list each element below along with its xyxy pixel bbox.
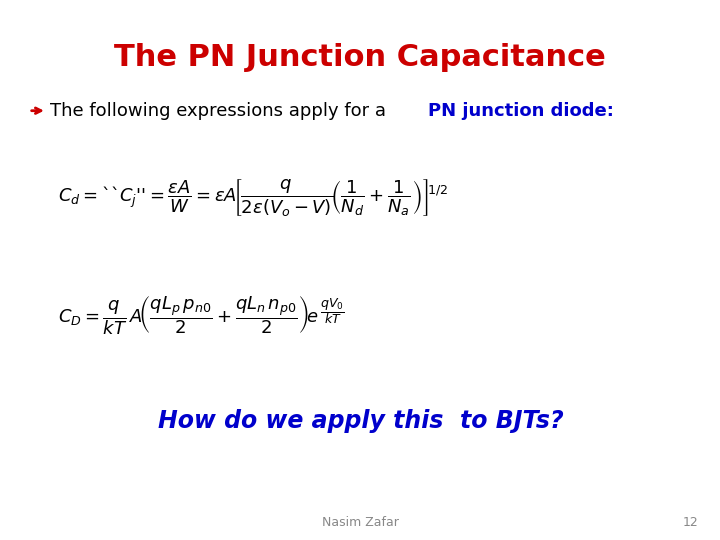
Text: $C_D = \dfrac{q}{kT}\,A\!\left(\dfrac{qL_p\,p_{n0}}{2} + \dfrac{qL_n\,n_{p0}}{2}: $C_D = \dfrac{q}{kT}\,A\!\left(\dfrac{qL… [58, 295, 344, 337]
Text: $C_d = \text{``}C_j\text{''} = \dfrac{\varepsilon A}{W} = \varepsilon A\!\left[\: $C_d = \text{``}C_j\text{''} = \dfrac{\v… [58, 177, 448, 218]
Text: The following expressions apply for a: The following expressions apply for a [50, 102, 392, 120]
Text: Nasim Zafar: Nasim Zafar [322, 516, 398, 529]
Text: 12: 12 [683, 516, 698, 529]
Text: The PN Junction Capacitance: The PN Junction Capacitance [114, 43, 606, 72]
Text: How do we apply this  to BJTs?: How do we apply this to BJTs? [158, 409, 564, 433]
Text: PN junction diode:: PN junction diode: [428, 102, 614, 120]
